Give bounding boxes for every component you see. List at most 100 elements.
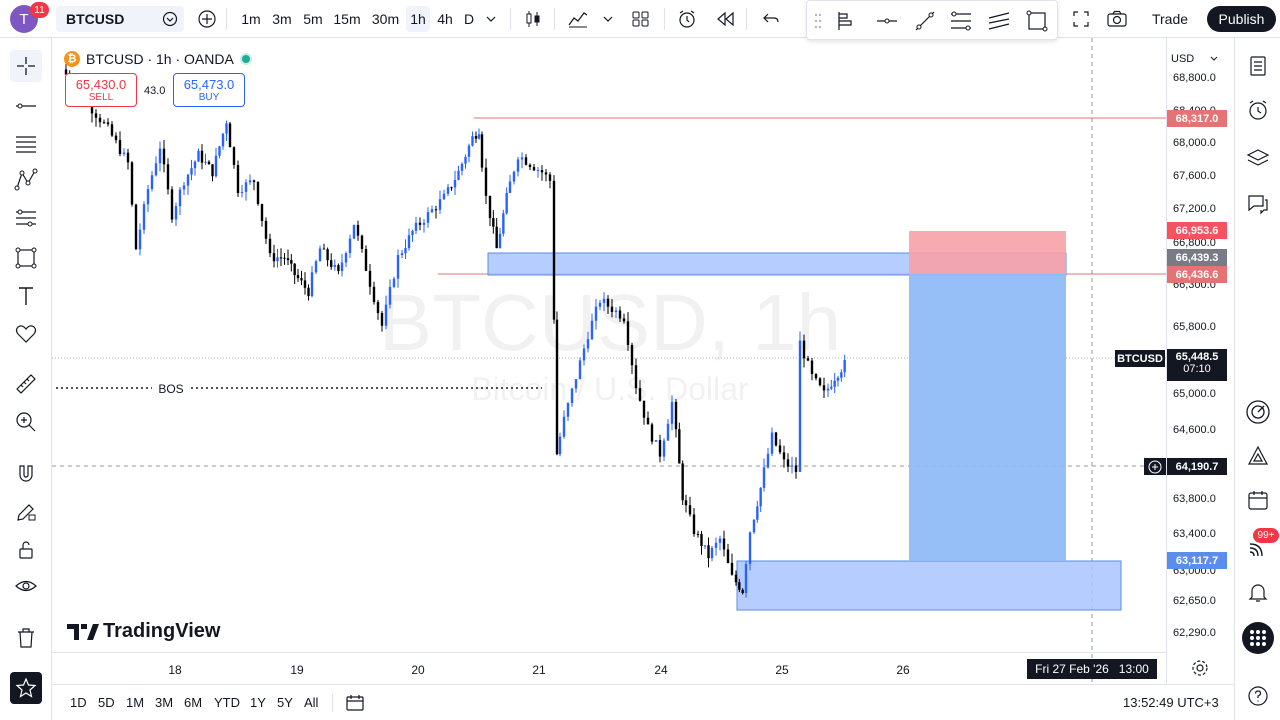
- short-position-stop-zone[interactable]: [909, 231, 1066, 274]
- crosshair-icon[interactable]: [10, 50, 42, 82]
- alert-icon[interactable]: [674, 6, 700, 32]
- candles-icon[interactable]: [520, 6, 546, 32]
- forecast-tool-icon[interactable]: [10, 202, 42, 234]
- calendar-icon[interactable]: [1242, 484, 1274, 516]
- trade-button[interactable]: Trade: [1151, 11, 1189, 27]
- indicators-dropdown-icon[interactable]: [600, 6, 616, 32]
- price-label: 63,800.0: [1173, 493, 1216, 505]
- range-5y[interactable]: 5Y: [277, 695, 293, 710]
- currency-selector[interactable]: USD: [1171, 50, 1229, 68]
- pattern-tool-icon[interactable]: [10, 164, 42, 196]
- horizontal-line-icon[interactable]: [875, 9, 899, 33]
- time-label: 20: [411, 663, 425, 677]
- candle-body: [442, 193, 446, 200]
- parallel-channel-icon[interactable]: [987, 9, 1011, 33]
- text-tool-icon[interactable]: [10, 280, 42, 312]
- fullscreen-icon[interactable]: [1068, 6, 1094, 32]
- alerts-clock-icon[interactable]: [1242, 94, 1274, 126]
- favorites-heart-icon[interactable]: [10, 318, 42, 350]
- range-1d[interactable]: 1D: [70, 695, 87, 710]
- eye-icon[interactable]: [10, 570, 42, 602]
- shapes-tool-icon[interactable]: [10, 242, 42, 274]
- top-toolbar: T 11 BTCUSD 1m 3m 5m 15m 30m 1h 4h D: [0, 0, 1280, 40]
- interval-5m[interactable]: 5m: [303, 11, 323, 27]
- candle-body: [741, 589, 744, 594]
- help-icon[interactable]: [1242, 680, 1274, 712]
- candle-body: [94, 113, 98, 118]
- drag-handle-icon[interactable]: [813, 11, 823, 31]
- candle-body: [484, 167, 488, 196]
- ideas-icon[interactable]: [1242, 440, 1274, 472]
- undo-icon[interactable]: [758, 6, 784, 32]
- add-symbol-icon[interactable]: [162, 11, 178, 27]
- tradingview-logo-text: TradingView: [103, 620, 221, 642]
- interval-1h[interactable]: 1h: [406, 6, 430, 32]
- range-3m[interactable]: 3M: [155, 695, 174, 710]
- zoom-in-icon[interactable]: [10, 406, 42, 438]
- magnet-icon[interactable]: [10, 458, 42, 490]
- replay-icon[interactable]: [712, 6, 738, 32]
- fib-tool-icon[interactable]: [10, 128, 42, 160]
- interval-4h[interactable]: 4h: [437, 11, 453, 27]
- sell-button[interactable]: 65,430.0 SELL: [65, 73, 137, 107]
- trend-line-tool-icon[interactable]: [10, 90, 42, 122]
- candle-body: [130, 162, 134, 205]
- candle-body: [138, 229, 142, 250]
- time-axis[interactable]: 18 19 20 21 24 25 26 Fri 27 Feb '26 13:0…: [52, 652, 1166, 684]
- candle-body: [840, 372, 843, 378]
- interval-15m[interactable]: 15m: [333, 11, 361, 27]
- layouts-icon[interactable]: [628, 6, 654, 32]
- interval-3m[interactable]: 3m: [272, 11, 292, 27]
- candlestick-chart[interactable]: BTCUSD, 1h Bitcoin / U.S. Dollar BOS: [52, 38, 1166, 684]
- tradingview-logo[interactable]: TradingView: [67, 620, 220, 643]
- interval-30m[interactable]: 30m: [371, 11, 400, 27]
- apps-grid-icon[interactable]: [1242, 622, 1274, 654]
- publish-button[interactable]: Publish: [1207, 6, 1276, 32]
- current-price-tag: 65,448.5 07:10: [1167, 349, 1227, 381]
- notifications-bell-icon[interactable]: [1242, 576, 1274, 608]
- spread-value: 43.0: [144, 85, 166, 97]
- chat-icon[interactable]: [1242, 188, 1274, 220]
- candle-body: [806, 358, 810, 361]
- lock-icon[interactable]: [10, 534, 42, 566]
- layers-icon[interactable]: [1242, 142, 1274, 174]
- chart-pane[interactable]: BTCUSD, 1h Bitcoin / U.S. Dollar BOS ₿ B…: [52, 38, 1166, 684]
- range-1y[interactable]: 1Y: [250, 695, 266, 710]
- short-position-target-zone[interactable]: [909, 274, 1066, 561]
- range-1m[interactable]: 1M: [126, 695, 145, 710]
- price-axis[interactable]: USD 68,800.0 68,400.0 68,000.0 67,600.0 …: [1166, 38, 1234, 684]
- ruler-icon[interactable]: [10, 368, 42, 400]
- candle-body: [474, 136, 478, 139]
- chart-settings-gear-icon[interactable]: [1190, 658, 1210, 678]
- range-ytd[interactable]: YTD: [214, 695, 240, 710]
- trend-line-icon[interactable]: [913, 9, 937, 33]
- interval-d[interactable]: D: [463, 11, 475, 27]
- add-alert-plus-icon[interactable]: [1144, 458, 1166, 475]
- buy-button[interactable]: 65,473.0 BUY: [173, 73, 245, 107]
- trash-icon[interactable]: [10, 622, 42, 654]
- candle-body: [488, 195, 492, 219]
- long-position-icon[interactable]: [833, 9, 857, 33]
- target-icon[interactable]: [1242, 396, 1274, 428]
- range-all[interactable]: All: [304, 695, 319, 710]
- clock[interactable]: 13:52:49 UTC+3: [1123, 695, 1219, 710]
- favorites-star-icon[interactable]: [10, 672, 42, 704]
- demand-zone[interactable]: [736, 560, 1122, 611]
- interval-1m[interactable]: 1m: [241, 11, 261, 27]
- pencil-lock-icon[interactable]: [10, 496, 42, 528]
- indicators-icon[interactable]: [564, 6, 592, 32]
- symbol-search[interactable]: BTCUSD: [56, 6, 184, 32]
- range-5d[interactable]: 5D: [98, 695, 115, 710]
- rectangle-tool-icon[interactable]: [1025, 9, 1049, 33]
- streams-icon[interactable]: [1242, 532, 1274, 564]
- candle-body: [508, 181, 512, 193]
- go-to-date-icon[interactable]: [345, 693, 365, 713]
- interval-dropdown-icon[interactable]: [482, 6, 500, 32]
- fib-retracement-icon[interactable]: [949, 9, 973, 33]
- candle-body: [450, 187, 453, 189]
- camera-icon[interactable]: [1104, 6, 1130, 32]
- compare-add-icon[interactable]: [194, 6, 220, 32]
- watchlist-icon[interactable]: [1242, 50, 1274, 82]
- range-6m[interactable]: 6M: [184, 695, 203, 710]
- candle-body: [190, 168, 193, 175]
